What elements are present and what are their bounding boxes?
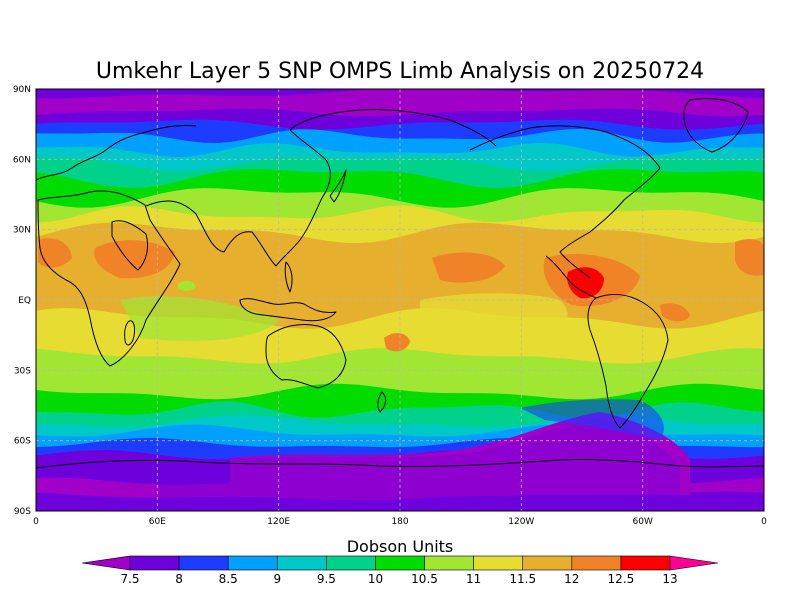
central-america-maximum [567,267,604,299]
map-frame [35,88,765,512]
map-gridlines [36,89,764,511]
colorbar-tick-label: 8 [175,572,183,586]
arabia-coastline [111,220,149,271]
y-tick-label: EQ [18,296,31,306]
colorbar-segment [276,555,327,571]
x-tick-label: 0 [33,517,39,527]
africa-orange-region [94,240,175,279]
colorbar-segment [129,555,180,571]
australia-coastline [265,323,347,389]
colorbar-label: Dobson Units [347,537,454,556]
antarctica-coastline [36,458,764,469]
south-america-coastline [587,294,669,429]
colorbar: Dobson Units 7.5 8 8.5 9 9.5 10 10.5 11 11.5 12 12… [81,537,719,586]
indonesia-coastline [239,298,337,322]
y-tick-label: 90S [14,507,31,517]
central-america-coastline [545,255,597,299]
colorbar-tick-label: 12 [564,572,579,586]
colorbar-tick-label: 11.5 [509,572,536,586]
colorbar-segment [473,555,524,571]
west-atlantic-orange-region [38,238,72,268]
map-plot-area: 0 60E 120E 180 120W 60W 0 90N 60N 30N EQ… [13,85,767,527]
colorbar-segment [326,555,376,571]
pacific-yellow-band [420,293,568,338]
map-title: Umkehr Layer 5 SNP OMPS Limb Analysis on… [96,59,704,84]
indian-ocean-green-spot [178,280,196,291]
colorbar-tick-label: 7.5 [120,572,139,586]
colorbar-segment [227,555,278,571]
colorbar-min-arrow [81,555,131,571]
africa-coastline [37,190,181,367]
y-tick-label: 90N [13,85,31,95]
east-pacific-orange-region [432,252,505,283]
x-tick-label: 60E [149,517,166,527]
europe-coastline [36,125,197,181]
philippines-coastline [284,261,293,293]
pacific-orange-spot [384,333,410,352]
asia-coastline [145,109,497,267]
japan-coastline [329,169,347,203]
colorbar-tick-label: 12.5 [608,572,635,586]
greenland-coastline [683,98,749,153]
y-tick-label: 60N [13,155,31,165]
y-tick-label: 30N [13,226,31,236]
colorbar-tick-label: 13 [662,572,677,586]
south-america-wedge [520,399,664,440]
north-america-coastline [469,125,661,279]
colorbar-tick-labels: 7.5 8 8.5 9 9.5 10 10.5 11 11.5 12 12.5 13 [120,572,677,586]
antarctic-low-region [230,412,690,497]
colorbar-tick-label: 8.5 [219,572,238,586]
indian-ocean-bulge [120,296,280,341]
colorbar-max-arrow [669,555,719,571]
colorbar-segment [620,555,671,571]
colorbar-segment [571,555,622,571]
coastlines [36,98,764,469]
east-edge-orange-region [735,239,764,276]
madagascar-coastline [124,320,135,346]
colorbar-segment [375,555,425,571]
x-tick-label: 0 [761,517,767,527]
new-zealand-coastline [377,391,387,413]
y-tick-label: 60S [14,437,31,447]
colorbar-tick-label: 10 [368,572,383,586]
colorbar-segment [522,555,573,571]
colorbar-tick-label: 10.5 [411,572,438,586]
y-axis: 90N 60N 30N EQ 30S 60S 90S [13,85,31,517]
colorbar-tick-label: 9.5 [317,572,336,586]
x-axis: 0 60E 120E 180 120W 60W 0 [33,517,767,527]
colorbar-tick-label: 11 [466,572,481,586]
y-tick-label: 30S [14,366,31,376]
colorbar-segment [178,555,229,571]
x-tick-label: 180 [391,517,408,527]
x-tick-label: 120W [508,517,534,527]
south-america-orange-spot [660,303,690,322]
x-tick-label: 60W [633,517,653,527]
x-tick-label: 120E [267,517,290,527]
colorbar-segments [81,555,719,571]
colorbar-tick-label: 9 [273,572,281,586]
southern-ocean-minimum [160,418,680,511]
ozone-band [36,491,764,511]
colorbar-segment [424,555,474,571]
